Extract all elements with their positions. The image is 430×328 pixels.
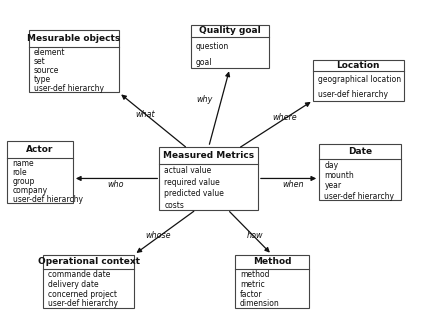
Text: user-def hierarchy: user-def hierarchy [324, 192, 394, 200]
Text: group: group [12, 177, 35, 186]
Text: metric: metric [240, 280, 265, 289]
Text: required value: required value [164, 178, 220, 187]
Text: when: when [282, 180, 304, 189]
Text: user-def hierarchy: user-def hierarchy [34, 84, 104, 93]
Text: year: year [324, 181, 341, 190]
Text: type: type [34, 75, 51, 84]
Bar [235, 255, 309, 308]
Text: Quality goal: Quality goal [199, 26, 261, 35]
Text: factor: factor [240, 290, 263, 299]
Bar [43, 255, 134, 308]
Text: user-def hierarchy: user-def hierarchy [318, 90, 388, 99]
Text: costs: costs [164, 201, 184, 210]
Text: where: where [272, 113, 297, 122]
Text: dimension: dimension [240, 299, 280, 308]
Text: day: day [324, 161, 338, 170]
Text: user-def hierarchy: user-def hierarchy [48, 299, 118, 308]
Bar [28, 30, 119, 92]
Text: company: company [12, 186, 48, 195]
Text: Date: Date [348, 147, 372, 156]
Text: question: question [196, 42, 229, 51]
Text: commande date: commande date [48, 270, 111, 279]
Text: Location: Location [337, 61, 380, 70]
Bar [191, 25, 269, 68]
Text: role: role [12, 168, 27, 177]
Text: who: who [108, 180, 124, 189]
Text: delivery date: delivery date [48, 280, 99, 289]
Text: what: what [135, 110, 155, 119]
Text: user-def hierarchy: user-def hierarchy [12, 195, 83, 204]
Text: mounth: mounth [324, 171, 354, 180]
Text: source: source [34, 66, 59, 75]
Text: Actor: Actor [26, 145, 54, 154]
Bar [159, 147, 258, 210]
Text: predicted value: predicted value [164, 189, 224, 198]
Text: element: element [34, 48, 65, 57]
Text: Measured Metrics: Measured Metrics [163, 151, 254, 160]
Text: whose: whose [145, 231, 171, 240]
Bar [313, 60, 404, 100]
Text: set: set [34, 57, 45, 66]
Text: why: why [196, 95, 212, 104]
Text: method: method [240, 270, 270, 279]
Text: how: how [247, 231, 263, 240]
Text: concerned project: concerned project [48, 290, 117, 299]
Text: Operational context: Operational context [37, 257, 140, 266]
Bar [319, 144, 402, 200]
Text: geographical location: geographical location [318, 75, 401, 85]
Bar [7, 141, 73, 203]
Text: actual value: actual value [164, 166, 212, 175]
Text: goal: goal [196, 57, 212, 67]
Text: Method: Method [253, 257, 291, 266]
Text: name: name [12, 159, 34, 168]
Text: Mesurable objects: Mesurable objects [27, 34, 120, 43]
